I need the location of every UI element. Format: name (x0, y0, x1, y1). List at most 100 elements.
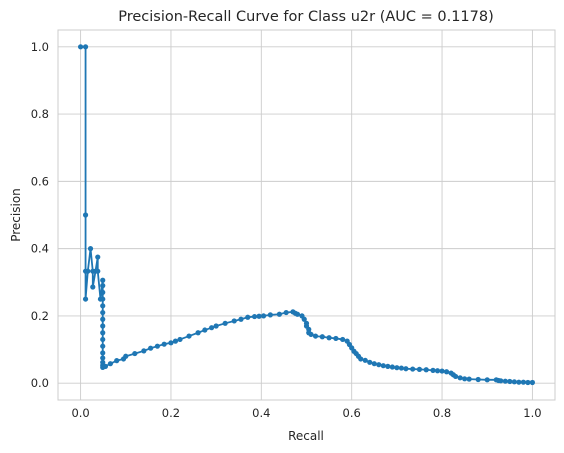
pr-curve-point (398, 365, 404, 371)
pr-curve-point (213, 323, 219, 329)
pr-curve-point (333, 335, 339, 342)
pr-curve-point (100, 289, 106, 295)
pr-curve-point (462, 376, 468, 382)
pr-curve-point (525, 379, 531, 386)
pr-curve-point (202, 327, 208, 333)
pr-curve-point (82, 296, 89, 302)
pr-curve-point (148, 345, 154, 351)
pr-curve-point (367, 359, 373, 365)
grid (58, 30, 555, 400)
pr-curve-point (475, 376, 481, 383)
pr-curve-point (312, 333, 319, 339)
pr-curve-point (511, 379, 517, 385)
pr-curve-point (276, 311, 282, 317)
pr-curve-point (498, 378, 504, 384)
x-axis-label: Recall (288, 429, 324, 443)
chart-title: Precision-Recall Curve for Class u2r (AU… (118, 9, 494, 25)
y-tick-label: 0.0 (31, 376, 49, 390)
pr-curve-point (410, 366, 416, 372)
x-tick-label: 1.0 (523, 406, 541, 420)
pr-curve-point (161, 341, 167, 347)
y-tick-label: 0.6 (31, 174, 49, 188)
pr-curve-point (132, 350, 138, 357)
y-tick-label: 0.8 (31, 107, 49, 121)
pr-curve-point (394, 365, 400, 371)
pr-curve-point (100, 303, 106, 309)
pr-curve-point (434, 368, 441, 374)
pr-curve-point (251, 313, 258, 320)
x-tick-label: 0.6 (343, 406, 361, 420)
pr-curve-point (107, 361, 114, 367)
pr-curve-point (222, 320, 228, 326)
pr-curve-point (256, 313, 262, 319)
pr-curve-point (430, 367, 436, 373)
pr-curve-point (195, 330, 201, 336)
pr-curve-point (371, 361, 377, 367)
pr-curve-point (380, 363, 386, 369)
pr-curve-point (385, 363, 391, 369)
pr-curve-point (90, 284, 96, 290)
pr-curve-point (123, 353, 129, 359)
y-axis-label: Precision (9, 188, 23, 242)
pr-curve-point (209, 325, 215, 331)
x-tick-label: 0.0 (71, 406, 89, 420)
series-layer (77, 44, 536, 386)
pr-curve-point (416, 366, 423, 372)
pr-curve-point (100, 296, 106, 302)
pr-curve-point (439, 368, 445, 374)
pr-curve-point (100, 316, 106, 322)
pr-curve-point (82, 212, 89, 218)
pr-curve-point (100, 355, 106, 361)
pr-curve-point (95, 268, 101, 274)
pr-curve-point (231, 318, 237, 324)
pr-curve-point (423, 367, 429, 373)
pr-curve-point (507, 378, 513, 385)
pr-curve-point (95, 254, 101, 260)
pr-curve-point (100, 277, 106, 283)
pr-curve-point (186, 333, 192, 339)
pr-curve-point (260, 313, 267, 319)
pr-curve-point (102, 363, 109, 369)
pr-curve-point (100, 309, 106, 316)
pr-curve-point (403, 366, 409, 372)
x-tick-label: 0.8 (433, 406, 451, 420)
plot-frame (57, 29, 556, 401)
pr-curve-point (168, 340, 174, 346)
pr-curve-point (141, 348, 147, 354)
pr-curve-point (389, 364, 395, 370)
pr-curve-point (267, 312, 273, 318)
pr-curve-point (326, 335, 332, 341)
pr-curve-point (516, 379, 522, 385)
y-tick-label: 1.0 (31, 40, 49, 54)
pr-curve-point (466, 376, 472, 382)
pr-curve-point (100, 283, 106, 289)
pr-curve-point (238, 316, 244, 322)
pr-curve-point (100, 330, 106, 336)
pr-curve-point (319, 334, 325, 340)
pr-curve-point (100, 343, 106, 349)
x-tick-label: 0.4 (252, 406, 270, 420)
pr-curve-point (100, 336, 106, 343)
pr-curve-point (443, 369, 450, 375)
pr-curve-point (100, 350, 106, 356)
pr-curve-point (308, 331, 314, 338)
tick-labels: 0.0 0.2 0.4 0.6 0.8 1.0 0.0 0.2 0.4 0.6 0.8 1.0 (31, 40, 542, 420)
pr-curve-point (87, 246, 94, 252)
pr-curve-point (529, 379, 536, 386)
pr-curve-point (294, 311, 301, 317)
pr-curve-point (283, 309, 289, 316)
pr-curve-point (484, 377, 490, 383)
pr-curve-point (376, 362, 382, 368)
pr-curve-point (100, 323, 106, 329)
pr-curve-point (358, 356, 364, 362)
pr-curve-point (301, 316, 307, 322)
pr-curve-point (340, 336, 346, 343)
pr-curve-point (114, 358, 120, 364)
pr-curve-point (172, 338, 179, 344)
pr-curve-point (362, 357, 368, 363)
pr-curve-point (520, 379, 526, 385)
pr-curve-point (82, 44, 89, 50)
pr-curve-point (453, 373, 459, 380)
y-tick-label: 0.4 (31, 242, 49, 256)
pr-curve-point (502, 378, 508, 384)
